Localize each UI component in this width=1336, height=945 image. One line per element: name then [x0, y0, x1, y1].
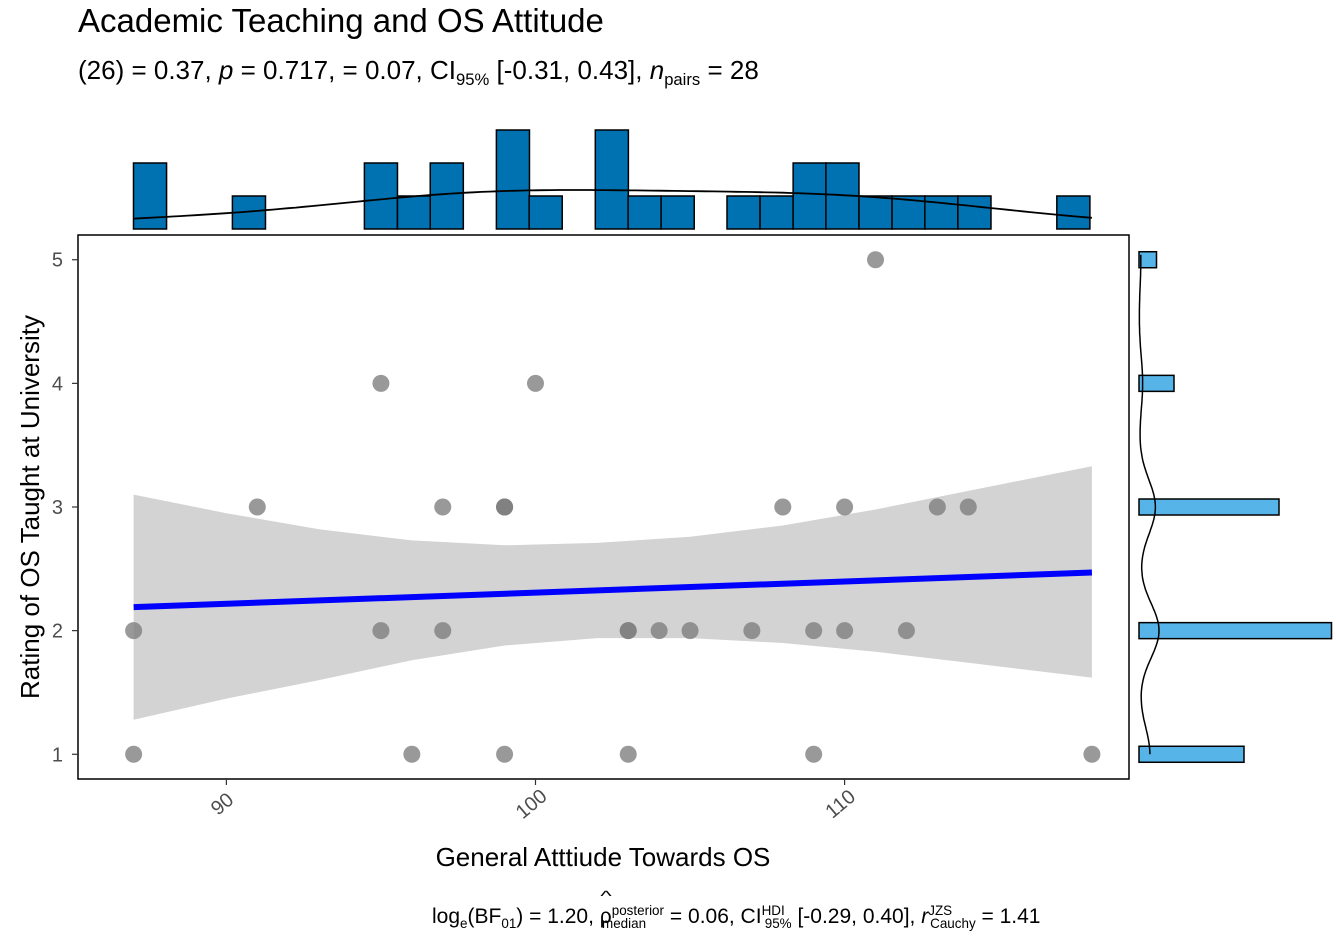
x-hist-bar-15 [858, 195, 893, 230]
regression-line [133, 569, 1093, 611]
caption-rho: ρ [600, 905, 612, 929]
y-hist-bar-2 [1138, 621, 1333, 640]
subtitle-ci-subscript: 95% [456, 70, 490, 90]
caption-hdi-sup: HDI [761, 903, 785, 918]
y-hist-bar-4 [1138, 374, 1175, 393]
caption-01: 01 [501, 916, 517, 932]
caption-bf-value: ) = 1.20, [516, 905, 600, 928]
caption-rho-sub: median [602, 916, 647, 932]
data-point-13 [681, 622, 699, 640]
y-tick-label-4: 4 [52, 373, 63, 395]
x-hist-bar-19 [1056, 195, 1091, 230]
x-tick-label-100: 100 [512, 785, 552, 823]
data-point-12 [650, 622, 668, 640]
y-hist-bar-5 [1138, 250, 1158, 269]
data-point-6 [1083, 745, 1101, 763]
data-point-29 [867, 251, 885, 269]
x-hist-bar-11 [726, 195, 761, 230]
y-tick-label-3: 3 [52, 497, 63, 519]
x-tick-label-110: 110 [821, 786, 860, 823]
data-point-7 [125, 622, 143, 640]
y-tick-label-1: 1 [52, 744, 63, 766]
y-tick-label-2: 2 [52, 621, 63, 643]
x-hist-bar-9 [627, 195, 662, 230]
data-point-27 [372, 374, 390, 392]
x-hist-bar-4 [396, 195, 432, 230]
confidence-band [133, 466, 1092, 720]
data-point-14 [743, 622, 761, 640]
data-point-15 [805, 622, 823, 640]
x-hist-bar-5 [429, 162, 465, 230]
data-point-16 [836, 622, 854, 640]
data-point-22 [496, 498, 514, 516]
chart-subtitle: (26) = 0.37, p = 0.717, = 0.07, CI95% [-… [78, 55, 759, 90]
x-tick-label-90: 90 [207, 789, 238, 820]
subtitle-n-label: n [649, 55, 665, 85]
caption-r: r [921, 905, 929, 928]
data-point-28 [526, 374, 544, 392]
caption-hdi-sub: 95% [764, 916, 792, 932]
data-point-25 [928, 498, 946, 516]
data-point-1 [125, 745, 143, 763]
y-marginal-histogram [1138, 250, 1333, 764]
caption-e: e [460, 916, 468, 932]
y-hist-bar-3 [1138, 498, 1280, 516]
data-point-23 [774, 498, 792, 516]
x-hist-bar-18 [957, 195, 992, 230]
subtitle-n-value: = 28 [700, 55, 759, 85]
x-hist-bar-6 [495, 129, 531, 230]
data-point-8 [372, 622, 390, 640]
data-point-24 [836, 498, 854, 516]
caption-hdi-value: [-0.29, 0.40], [791, 905, 922, 928]
y-axis-title: Rating of OS Taught at University [15, 315, 45, 699]
data-point-4 [619, 745, 637, 763]
data-point-11 [619, 622, 637, 640]
data-point-18 [248, 498, 266, 516]
data-point-17 [897, 622, 915, 640]
subtitle-df: (26) = 0.37, [78, 55, 219, 85]
caption-rho-value: = 0.06, CI [664, 905, 762, 928]
x-hist-bar-10 [660, 195, 695, 230]
data-point-2 [403, 745, 421, 763]
subtitle-ci-value: [-0.31, 0.43], [489, 55, 650, 85]
subtitle-p-label: p [218, 55, 234, 85]
caption-r-sup: JZS [928, 903, 953, 918]
caption-bf: (BF [467, 905, 502, 928]
data-point-9 [434, 622, 452, 640]
x-hist-bar-12 [759, 195, 794, 230]
bayes-caption: loge(BF01) = 1.20, ρposteriormedian = 0.… [432, 903, 1041, 932]
subtitle-n-subscript: pairs [664, 70, 701, 90]
caption-r-sub: Cauchy [930, 916, 976, 932]
data-point-26 [959, 498, 977, 516]
data-point-19 [434, 498, 452, 516]
data-point-3 [496, 745, 514, 763]
y-hist-bar-1 [1138, 745, 1245, 764]
x-marginal-histogram [132, 129, 1092, 230]
points-layer [125, 251, 1101, 763]
caption-rho-sup: posterior [611, 903, 664, 918]
confidence-band-layer [133, 466, 1092, 720]
regression-line-layer [133, 569, 1093, 611]
x-hist-bar-3 [363, 162, 399, 230]
x-hist-bar-7 [528, 195, 563, 230]
y-density-curve [1138, 254, 1160, 755]
x-hist-bar-13 [792, 162, 827, 230]
chart-title: Academic Teaching and OS Attitude [78, 2, 604, 39]
x-axis-title: General Atttiude Towards OS [436, 842, 771, 872]
x-hist-bar-8 [594, 129, 630, 230]
subtitle-p-value: = 0.717, = 0.07, CI [233, 55, 456, 85]
data-point-5 [805, 745, 823, 763]
caption-log: log [432, 905, 461, 928]
y-tick-label-5: 5 [52, 250, 63, 272]
x-density-curve [133, 189, 1092, 220]
caption-r-value: = 1.41 [975, 905, 1041, 928]
